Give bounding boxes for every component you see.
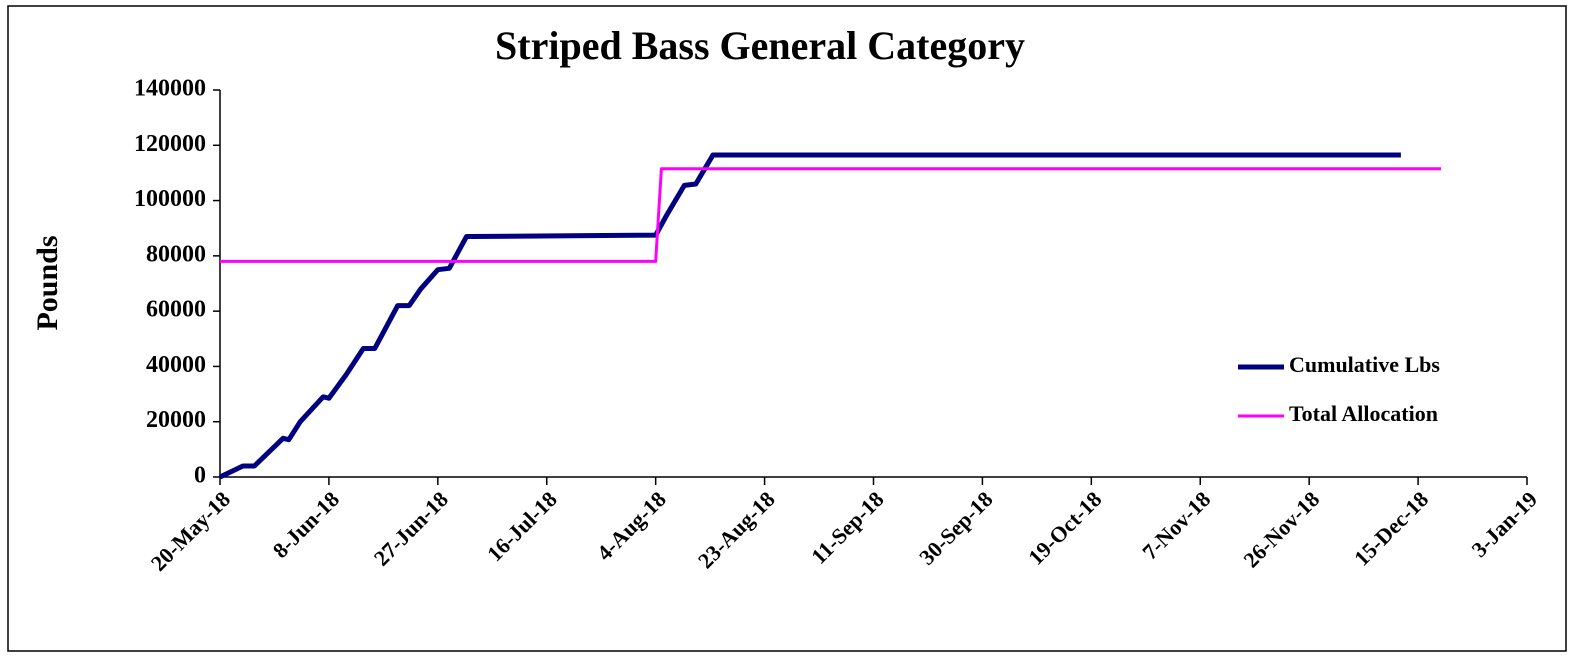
y-tick-label: 80000 <box>146 241 206 267</box>
y-tick-label: 60000 <box>146 297 206 323</box>
chart-frame <box>7 5 1567 652</box>
legend-label: Total Allocation <box>1289 401 1438 426</box>
y-tick-label: 120000 <box>134 131 206 157</box>
legend-label: Cumulative Lbs <box>1289 352 1440 377</box>
y-tick-label: 40000 <box>146 352 206 378</box>
y-tick-label: 0 <box>194 463 206 489</box>
series-line <box>220 167 1442 263</box>
chart-title: Striped Bass General Category <box>495 23 1025 68</box>
series-line <box>218 152 1401 480</box>
y-tick-label: 100000 <box>134 186 206 212</box>
y-axis-label: Pounds <box>31 235 64 330</box>
y-tick-label: 140000 <box>134 76 206 102</box>
y-tick-label: 20000 <box>146 407 206 433</box>
